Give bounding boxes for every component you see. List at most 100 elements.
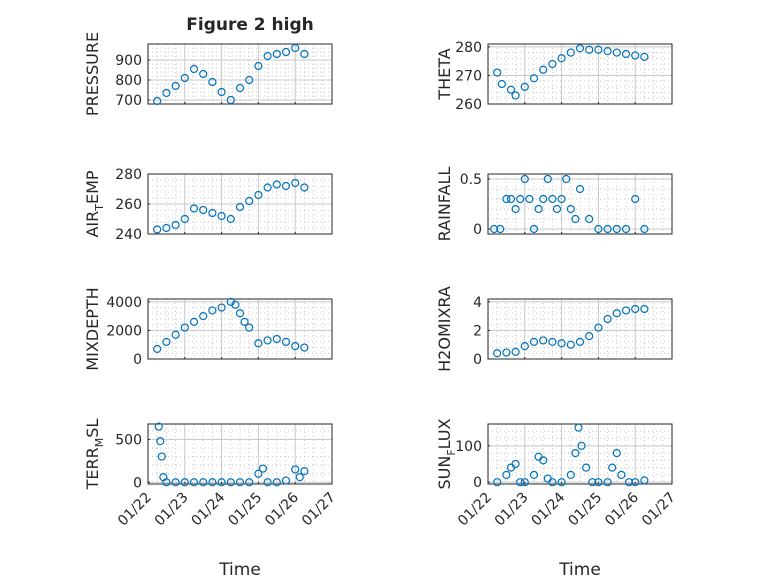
data-point — [585, 45, 594, 54]
data-point — [245, 478, 254, 487]
data-point — [272, 49, 281, 59]
data-point — [631, 51, 640, 60]
data-point — [272, 334, 281, 344]
subplot-3: 240 260 280 AIRTEMP — [83, 167, 333, 243]
data-point — [640, 304, 649, 314]
data-point — [493, 349, 502, 358]
data-point — [631, 478, 640, 487]
axes-box — [487, 43, 673, 105]
data-point — [631, 304, 640, 314]
data-point — [594, 45, 603, 54]
data-point — [235, 478, 245, 487]
data-point — [511, 204, 520, 214]
data-point — [235, 202, 245, 212]
data-point — [525, 194, 534, 204]
data-point — [516, 478, 525, 487]
data-point — [624, 478, 634, 487]
data-point — [217, 87, 226, 97]
data-point — [603, 478, 612, 487]
data-point — [189, 317, 199, 326]
data-point — [162, 88, 171, 98]
data-point — [520, 478, 529, 487]
data-point — [548, 59, 557, 69]
y-axis-label: RAINFALL — [435, 167, 454, 242]
data-point — [621, 224, 631, 234]
data-point — [272, 180, 281, 189]
data-point — [575, 44, 585, 53]
data-point — [529, 74, 539, 83]
y-axis-label: TERRMSL — [83, 419, 106, 491]
data-point — [157, 452, 166, 461]
data-point — [263, 478, 272, 487]
data-point — [235, 309, 245, 318]
data-point — [180, 214, 189, 224]
data-point — [162, 223, 171, 233]
data-point — [539, 65, 548, 74]
data-point — [539, 194, 548, 204]
data-point — [199, 478, 208, 487]
y-tick-label: 260 — [115, 197, 142, 213]
data-point — [577, 441, 586, 450]
data-point — [506, 194, 516, 204]
data-point — [240, 317, 249, 326]
data-point — [199, 312, 208, 321]
data-point — [534, 204, 543, 214]
data-point — [300, 343, 309, 352]
data-point — [189, 478, 199, 487]
data-point — [516, 194, 525, 204]
data-point — [603, 47, 612, 56]
data-point — [520, 174, 529, 184]
data-point — [171, 330, 180, 339]
data-point — [575, 184, 585, 194]
data-point — [574, 423, 583, 432]
y-axis-label: AIRTEMP — [83, 170, 106, 237]
data-point — [543, 174, 552, 184]
data-point — [562, 174, 571, 184]
data-point — [511, 347, 520, 356]
y-tick-label: 2000 — [106, 323, 142, 339]
y-tick-label: 2 — [473, 323, 482, 339]
data-point — [235, 83, 245, 93]
data-point — [506, 85, 516, 94]
data-point — [291, 43, 300, 53]
data-point — [529, 337, 539, 346]
y-tick-label: 700 — [115, 93, 142, 109]
x-axis-label: Time — [218, 560, 261, 580]
data-point — [566, 204, 575, 214]
data-point — [529, 470, 539, 480]
data-point — [539, 336, 548, 345]
data-point — [548, 337, 557, 346]
y-tick-label: 260 — [455, 97, 482, 113]
data-point — [199, 69, 208, 79]
data-point — [171, 220, 180, 230]
data-point — [502, 348, 511, 357]
data-point — [180, 323, 189, 332]
data-point — [162, 478, 171, 487]
data-point — [603, 224, 612, 234]
y-tick-label: 270 — [455, 68, 482, 84]
y-tick-label: 0 — [473, 475, 482, 491]
data-point — [617, 470, 626, 480]
axes-box — [487, 298, 673, 360]
data-point — [300, 467, 309, 476]
data-point — [566, 470, 575, 480]
data-point — [231, 300, 240, 309]
y-tick-label: 0 — [133, 475, 142, 491]
y-tick-label: 0 — [473, 222, 482, 238]
data-point — [571, 214, 580, 224]
data-point — [608, 463, 617, 472]
data-point — [566, 48, 575, 57]
data-point — [226, 478, 235, 487]
data-point — [612, 224, 621, 234]
data-point — [291, 342, 300, 351]
data-point — [295, 473, 304, 482]
data-point — [548, 194, 557, 204]
data-point — [153, 96, 162, 106]
data-point — [571, 448, 580, 458]
axes-box — [147, 43, 333, 105]
data-point — [557, 194, 566, 204]
data-point — [153, 344, 162, 354]
y-tick-label: 500 — [115, 432, 142, 448]
